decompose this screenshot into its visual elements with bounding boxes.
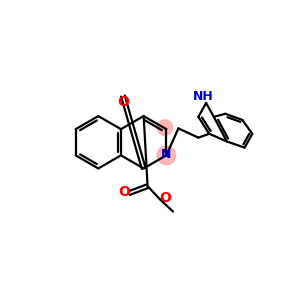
Text: O: O <box>159 191 171 206</box>
Circle shape <box>157 146 176 165</box>
Text: O: O <box>117 95 129 109</box>
Text: NH: NH <box>193 90 213 103</box>
Text: O: O <box>118 185 130 199</box>
Text: N: N <box>161 148 172 161</box>
Circle shape <box>157 120 172 135</box>
